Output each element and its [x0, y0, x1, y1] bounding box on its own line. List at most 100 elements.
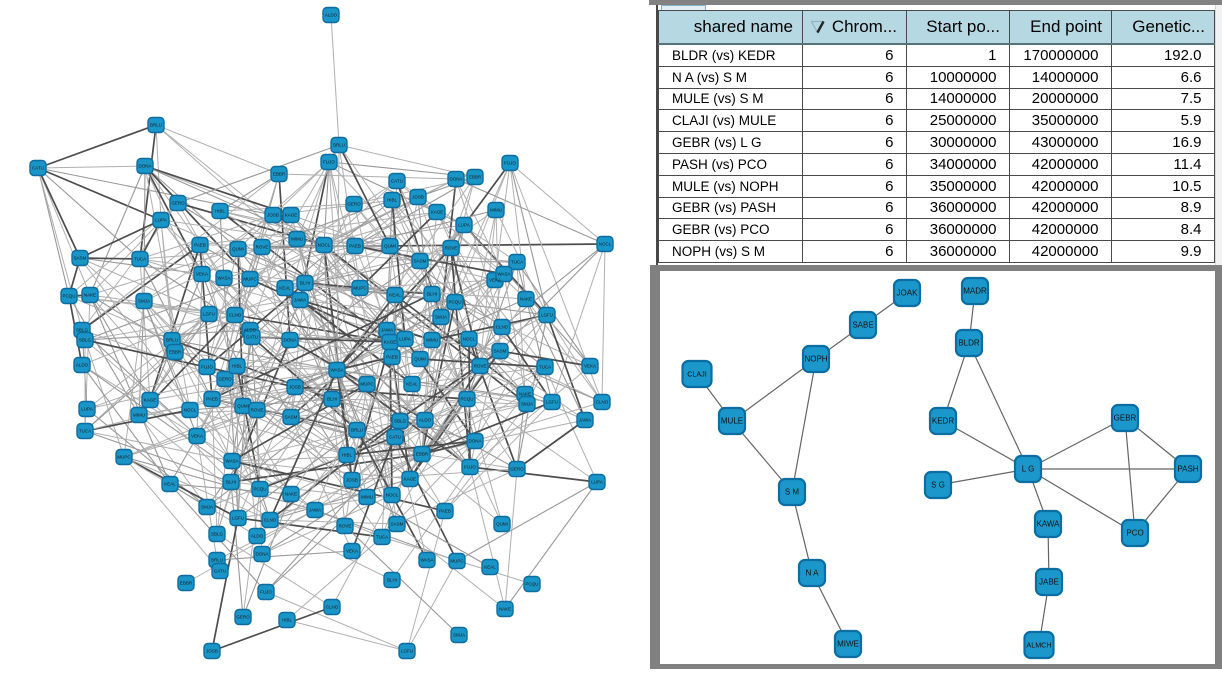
svg-text:ALDO: ALDO — [419, 418, 432, 423]
svg-text:SMJA: SMJA — [201, 505, 213, 510]
svg-text:HIBL: HIBL — [232, 364, 243, 369]
svg-text:GERO: GERO — [171, 201, 185, 206]
svg-text:VEKA: VEKA — [196, 272, 208, 277]
svg-text:QUMI: QUMI — [232, 247, 244, 252]
svg-text:CLNO: CLNO — [264, 518, 277, 523]
svg-text:SMJA: SMJA — [435, 315, 447, 320]
svg-text:GERO: GERO — [510, 467, 524, 472]
svg-text:NOCL: NOCL — [386, 493, 399, 498]
svg-text:CLNO: CLNO — [229, 313, 242, 318]
svg-text:BLHI: BLHI — [327, 397, 337, 402]
svg-text:VEKA: VEKA — [191, 434, 203, 439]
svg-text:GERO: GERO — [236, 615, 250, 620]
svg-text:SASM: SASM — [285, 415, 298, 420]
svg-text:JAWA: JAWA — [294, 298, 306, 303]
svg-text:SMJA: SMJA — [138, 299, 150, 304]
svg-text:WASA: WASA — [420, 558, 433, 563]
svg-text:BLDR: BLDR — [958, 339, 980, 348]
svg-text:ROVE: ROVE — [339, 524, 352, 529]
svg-text:CATU: CATU — [246, 335, 258, 340]
svg-text:MIMU: MIMU — [490, 208, 502, 213]
svg-text:PCQU: PCQU — [253, 487, 266, 492]
svg-text:MUPC: MUPC — [117, 455, 131, 460]
svg-text:SABE: SABE — [852, 321, 873, 330]
svg-text:SBLG: SBLG — [211, 532, 224, 537]
svg-text:JAWA: JAWA — [309, 508, 321, 513]
svg-text:L G: L G — [1022, 465, 1035, 474]
svg-text:NAKE: NAKE — [285, 492, 297, 497]
svg-text:KEAL: KEAL — [406, 382, 418, 387]
svg-text:DONA: DONA — [138, 164, 151, 169]
svg-text:TUCA: TUCA — [539, 365, 551, 370]
svg-text:S G: S G — [931, 481, 945, 490]
svg-text:BLHI: BLHI — [300, 281, 310, 286]
svg-text:KAGE: KAGE — [431, 210, 444, 215]
svg-text:EBBR: EBBR — [180, 581, 193, 586]
svg-text:MUPC: MUPC — [450, 559, 464, 564]
svg-text:SASM: SASM — [494, 349, 507, 354]
svg-text:PCO: PCO — [1126, 529, 1143, 538]
svg-text:MUPC: MUPC — [353, 286, 367, 291]
svg-text:BRLU: BRLU — [351, 428, 363, 433]
svg-text:CLNO: CLNO — [326, 605, 339, 610]
svg-text:LGFU: LGFU — [401, 649, 413, 654]
svg-text:BRLU: BRLU — [166, 338, 178, 343]
svg-text:JOAK: JOAK — [897, 289, 919, 298]
svg-text:BLHI: BLHI — [387, 578, 397, 583]
svg-text:JOSB: JOSB — [346, 478, 358, 483]
svg-text:CATU: CATU — [389, 435, 401, 440]
svg-text:PAEB: PAEB — [206, 397, 218, 402]
svg-text:MIMU: MIMU — [361, 495, 373, 500]
svg-text:ALMCH: ALMCH — [1026, 641, 1051, 650]
svg-text:SBLG: SBLG — [76, 328, 89, 333]
svg-text:NAKE: NAKE — [84, 293, 96, 298]
svg-text:FUJO: FUJO — [464, 465, 476, 470]
svg-text:PCQU: PCQU — [525, 582, 538, 587]
svg-text:JOSB: JOSB — [412, 195, 424, 200]
svg-text:PAEB: PAEB — [194, 243, 206, 248]
svg-text:BRLU: BRLU — [333, 143, 345, 148]
svg-text:FUJO: FUJO — [504, 161, 516, 166]
svg-text:FUJO: FUJO — [323, 160, 335, 165]
svg-text:ALDO: ALDO — [244, 328, 257, 333]
svg-text:WASA: WASA — [497, 272, 510, 277]
svg-text:TUCA: TUCA — [79, 429, 91, 434]
svg-text:HIBL: HIBL — [282, 618, 293, 623]
svg-text:PCQU: PCQU — [62, 294, 75, 299]
svg-text:ROVE: ROVE — [445, 246, 458, 251]
svg-text:QUMI: QUMI — [237, 404, 249, 409]
svg-text:WASA: WASA — [330, 368, 343, 373]
svg-text:CATU: CATU — [32, 166, 44, 171]
svg-text:KAGE: KAGE — [404, 477, 417, 482]
svg-text:TUCA: TUCA — [134, 257, 146, 262]
svg-text:N A: N A — [806, 569, 820, 578]
svg-text:PASH: PASH — [1177, 465, 1198, 474]
svg-text:BRLU: BRLU — [211, 558, 223, 563]
svg-text:SMJA: SMJA — [521, 402, 533, 407]
svg-text:DONA: DONA — [283, 338, 296, 343]
svg-text:GERO: GERO — [218, 377, 232, 382]
svg-text:NAKE: NAKE — [520, 297, 532, 302]
svg-text:KEAL: KEAL — [389, 293, 401, 298]
svg-text:ROVE: ROVE — [256, 245, 269, 250]
svg-text:JOSB: JOSB — [267, 213, 279, 218]
svg-text:KAGE: KAGE — [384, 340, 397, 345]
svg-text:S M: S M — [785, 488, 800, 497]
svg-text:HIBL: HIBL — [342, 453, 353, 458]
svg-text:MULE: MULE — [721, 417, 743, 426]
svg-text:JOSB: JOSB — [206, 649, 218, 654]
svg-text:TUCA: TUCA — [376, 535, 388, 540]
svg-text:PAEB: PAEB — [386, 355, 398, 360]
svg-text:SMJA: SMJA — [453, 633, 465, 638]
svg-text:KEAL: KEAL — [484, 565, 496, 570]
svg-text:SASM: SASM — [414, 259, 427, 264]
svg-text:CATU: CATU — [391, 179, 403, 184]
svg-text:JAWA: JAWA — [381, 328, 393, 333]
svg-text:LGFU: LGFU — [203, 312, 215, 317]
svg-text:LGFU: LGFU — [541, 313, 553, 318]
svg-text:BLHI: BLHI — [226, 480, 236, 485]
svg-text:GERO: GERO — [347, 202, 361, 207]
svg-text:CATU: CATU — [214, 569, 226, 574]
svg-text:MIMU: MIMU — [291, 237, 303, 242]
svg-text:JOSB: JOSB — [289, 385, 301, 390]
